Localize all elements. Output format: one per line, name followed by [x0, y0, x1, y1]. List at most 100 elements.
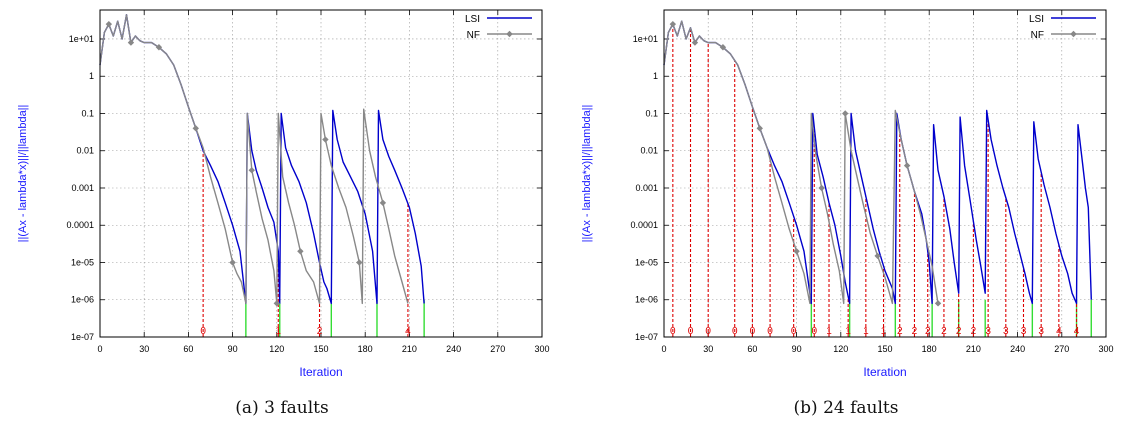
- chart-b-svg: 0 30 60 90 120 150 180 210 240 270 3001e-071e-061e…: [564, 0, 1128, 390]
- chart1-y-tick-label: 1e-06: [635, 295, 658, 305]
- chart1-x-tick-label: 120: [833, 344, 848, 354]
- caption-a: (a) 3 faults: [0, 398, 564, 418]
- chart-panel-a: 0 30 60 90 120 150 180 210 240 270 300 1e-07 1e-06 1e…: [0, 0, 564, 431]
- chart1-fault-label: 3: [985, 326, 991, 337]
- chart0-series-nf-point: [380, 200, 386, 206]
- chart1-x-tick-label: 300: [1098, 344, 1113, 354]
- chart1-fault-label: 1: [845, 326, 851, 337]
- chart0-series-nf-point: [297, 248, 303, 254]
- chart0-fault-label: 4: [405, 326, 411, 337]
- chart1-fault-label: 2: [971, 326, 977, 337]
- chart0-y-tick-label: 0.001: [71, 183, 94, 193]
- chart1-series-nf-point: [757, 125, 763, 131]
- chart1-y-tick-label: 0.01: [640, 146, 658, 156]
- chart0-x-tick-label: 30: [139, 344, 149, 354]
- chart1-series-nf-point: [904, 162, 910, 168]
- chart1-series-nf-point: [793, 248, 799, 254]
- chart1-series-nf-point: [818, 185, 824, 191]
- chart0-x-tick-label: 210: [402, 344, 417, 354]
- chart1-fault-label: 1: [826, 326, 832, 337]
- chart1-x-axis-label: Iteration: [863, 365, 906, 379]
- chart0-y-tick-label: 1e+01: [69, 34, 94, 44]
- chart0-series-nf-point: [229, 259, 235, 265]
- chart1-fault-label: 0: [791, 326, 797, 337]
- chart1-y-tick-label: 1e+01: [633, 34, 658, 44]
- chart0-legend-marker-nf: [506, 31, 512, 37]
- chart1-fault-label: 0: [750, 326, 756, 337]
- chart0-y-tick-label: 1e-07: [71, 332, 94, 342]
- chart1-fault-label: 0: [705, 326, 711, 337]
- chart1-fault-label: 4: [1056, 326, 1062, 337]
- chart1-y-axis-label: ||(Ax - lambda*x)||/||lambda||: [581, 105, 593, 243]
- chart1-fault-label: 2: [956, 326, 962, 337]
- chart0-y-tick-label: 1e-05: [71, 257, 94, 267]
- chart1-fault-label: 0: [732, 326, 738, 337]
- chart0-series-lsi-line: [100, 15, 424, 304]
- chart1-fault-label: 3: [1038, 326, 1044, 337]
- chart1-series-nf-point: [935, 300, 941, 306]
- chart0-x-tick-label: 180: [358, 344, 373, 354]
- chart1-fault-label: 2: [912, 326, 918, 337]
- chart0-y-tick-label: 1e-06: [71, 295, 94, 305]
- chart1-x-tick-label: 240: [1010, 344, 1025, 354]
- chart1-fault-label: 1: [863, 326, 869, 337]
- chart1-y-tick-label: 0.1: [645, 108, 658, 118]
- chart0-fault-label: 2: [317, 326, 323, 337]
- chart1-x-tick-label: 180: [922, 344, 937, 354]
- chart1-grid: [664, 10, 1106, 337]
- chart1-fault-label: 0: [670, 326, 676, 337]
- chart1-fault-label: 3: [1021, 326, 1027, 337]
- chart1-fault-label: 2: [897, 326, 903, 337]
- chart1-y-tick-label: 0.001: [635, 183, 658, 193]
- chart0-series-nf-point: [106, 21, 112, 27]
- chart0-x-axis-label: Iteration: [299, 365, 342, 379]
- chart1-x-tick-label: 90: [792, 344, 802, 354]
- chart0-y-tick-label: 0.0001: [66, 220, 94, 230]
- chart0-x-tick-label: 90: [228, 344, 238, 354]
- chart1-y-tick-label: 1: [653, 71, 658, 81]
- chart0-y-tick-label: 0.1: [81, 108, 94, 118]
- chart1-legend-marker-nf: [1070, 31, 1076, 37]
- chart-panel-b: 0 30 60 90 120 150 180 210 240 270 300 1e-07 1e-06 1e…: [564, 0, 1128, 431]
- chart1-fault-label: 0: [688, 326, 694, 337]
- chart0-fault-label: 1: [275, 326, 281, 337]
- chart1-y-tick-label: 1e-05: [635, 257, 658, 267]
- chart1-x-tick-label: 210: [966, 344, 981, 354]
- chart1-x-tick-label: 270: [1054, 344, 1069, 354]
- chart0-series-nf-point: [322, 136, 328, 142]
- chart1-legend-label-nf: NF: [1031, 30, 1044, 41]
- chart0-x-tick-label: 240: [446, 344, 461, 354]
- chart1-series-nf-point: [670, 21, 676, 27]
- chart1-fault-label: 1: [881, 326, 887, 337]
- chart1-y-tick-label: 1e-07: [635, 332, 658, 342]
- chart0-y-tick-label: 1: [89, 71, 94, 81]
- chart1-fault-label: 3: [1003, 326, 1009, 337]
- chart1-y-tick-label: 0.0001: [630, 220, 658, 230]
- chart1-x-tick-label: 30: [703, 344, 713, 354]
- chart0-x-tick-label: 0: [97, 344, 102, 354]
- chart0-legend-label-lsi: LSI: [465, 14, 480, 25]
- chart-a-svg: 0 30 60 90 120 150 180 210 240 270 3001e-071e-061e…: [0, 0, 564, 390]
- chart0-x-tick-label: 120: [269, 344, 284, 354]
- chart1-legend-label-lsi: LSI: [1029, 14, 1044, 25]
- chart1-fault-label: 0: [811, 326, 817, 337]
- chart0-fault-label: 0: [200, 326, 206, 337]
- chart1-series-lsi-line: [664, 21, 1091, 303]
- chart0-x-tick-label: 60: [183, 344, 193, 354]
- caption-b: (b) 24 faults: [564, 398, 1128, 418]
- chart1-x-tick-label: 150: [877, 344, 892, 354]
- chart0-x-tick-label: 150: [313, 344, 328, 354]
- chart1-fault-label: 0: [767, 326, 773, 337]
- chart0-series-nf-point: [193, 125, 199, 131]
- chart1-x-tick-label: 0: [661, 344, 666, 354]
- chart1-fault-label: 2: [941, 326, 947, 337]
- chart0-series-nf-point: [249, 167, 255, 173]
- chart1-series-nf-point: [842, 110, 848, 116]
- chart1-x-tick-label: 60: [747, 344, 757, 354]
- chart0-y-tick-label: 0.01: [76, 146, 94, 156]
- chart0-y-axis-label: ||(Ax - lambda*x)||/||lambda||: [17, 105, 29, 243]
- chart0-x-tick-label: 270: [490, 344, 505, 354]
- chart1-fault-label: 4: [1074, 326, 1080, 337]
- chart0-x-tick-label: 300: [534, 344, 549, 354]
- chart0-legend-label-nf: NF: [467, 30, 480, 41]
